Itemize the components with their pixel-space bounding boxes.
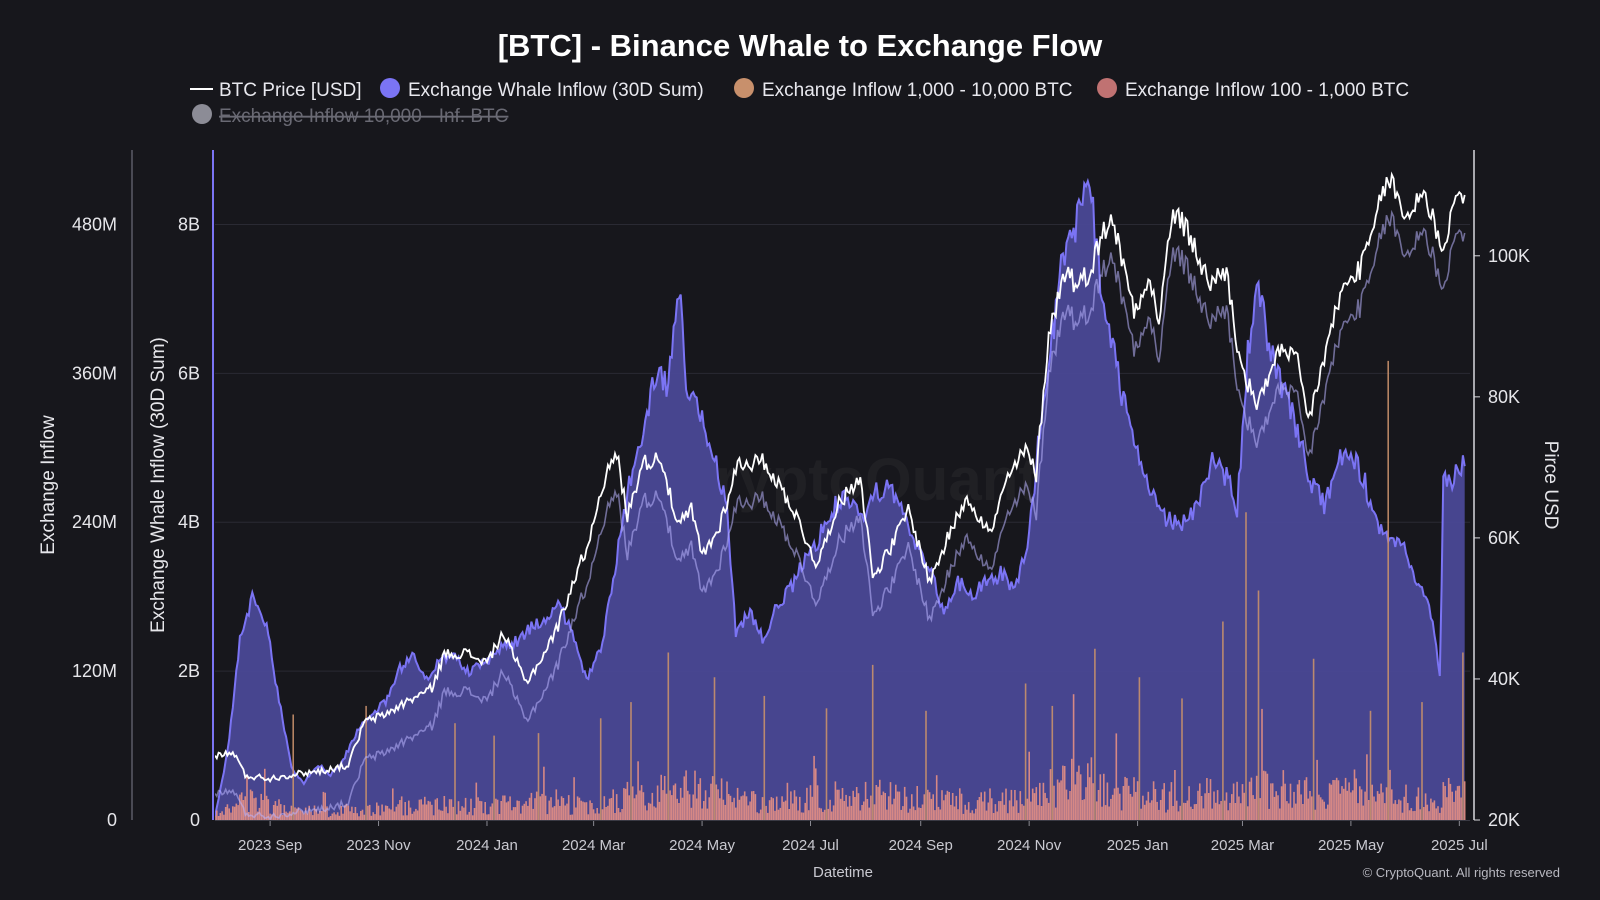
series-btc-price-line xyxy=(215,171,1466,784)
y-tick-whale: 2B xyxy=(178,661,200,681)
legend: BTC Price [USD] Exchange Whale Inflow (3… xyxy=(190,78,1409,127)
legend-item-btc-price[interactable]: BTC Price [USD] xyxy=(190,80,362,101)
legend-item-inflow-100-1000[interactable]: Exchange Inflow 100 - 1,000 BTC xyxy=(1097,78,1409,101)
y-tick-price: 40K xyxy=(1488,669,1520,689)
legend-label-btc-price: BTC Price [USD] xyxy=(219,80,362,101)
series-whale-inflow-line xyxy=(215,177,1466,817)
legend-item-whale-inflow[interactable]: Exchange Whale Inflow (30D Sum) xyxy=(380,78,704,101)
y-tick-inflow: 240M xyxy=(72,512,117,532)
series-price-shadow-line xyxy=(215,209,1466,820)
inflow-bars xyxy=(215,360,1466,820)
y-tick-price: 100K xyxy=(1488,246,1530,266)
y-tick-whale: 4B xyxy=(178,512,200,532)
series-whale-inflow-area xyxy=(215,181,1465,820)
y-tick-whale: 8B xyxy=(178,214,200,234)
y-tick-whale: 0 xyxy=(190,810,200,830)
legend-dot-marker xyxy=(734,78,754,98)
axis-ticks: 0 2B 4B 6B 8B 0 120M 240M 360M 480M 20K 40K 60K 80K 10… xyxy=(72,214,1530,854)
x-tick-label: 2025 Jul xyxy=(1431,837,1488,854)
y-axis-title-inflow: Exchange Inflow xyxy=(38,415,59,555)
x-tick-label: 2024 Mar xyxy=(562,837,625,854)
y-tick-inflow: 120M xyxy=(72,661,117,681)
x-tick-label: 2025 Jan xyxy=(1107,837,1169,854)
y-tick-inflow: 0 xyxy=(107,810,117,830)
legend-dot-marker xyxy=(192,104,212,124)
x-tick-label: 2025 Mar xyxy=(1211,837,1274,854)
x-tick-label: 2024 Sep xyxy=(889,837,953,854)
legend-label-inflow-1000-10000: Exchange Inflow 1,000 - 10,000 BTC xyxy=(762,80,1073,101)
x-tick-label: 2023 Sep xyxy=(238,837,302,854)
y-axis-title-whale: Exchange Whale Inflow (30D Sum) xyxy=(148,337,169,633)
y-tick-price: 20K xyxy=(1488,810,1520,830)
legend-label-inflow-10000-inf: Exchange Inflow 10,000 - Inf. BTC xyxy=(219,106,508,127)
y-tick-inflow: 360M xyxy=(72,363,117,383)
x-tick-label: 2024 May xyxy=(669,837,735,854)
price-lines xyxy=(215,171,1466,820)
x-tick-label: 2024 Jul xyxy=(782,837,839,854)
y-tick-price: 60K xyxy=(1488,528,1520,548)
legend-dot-marker xyxy=(1097,78,1117,98)
chart-title: [BTC] - Binance Whale to Exchange Flow xyxy=(498,28,1103,63)
y-tick-whale: 6B xyxy=(178,363,200,383)
x-tick-label: 2023 Nov xyxy=(346,837,411,854)
legend-dot-marker xyxy=(380,78,400,98)
legend-label-whale-inflow: Exchange Whale Inflow (30D Sum) xyxy=(408,80,704,101)
x-axis-title: Datetime xyxy=(813,864,873,881)
x-tick-label: 2024 Nov xyxy=(997,837,1062,854)
y-axis-title-price: Pirce USD xyxy=(1540,441,1561,530)
y-tick-inflow: 480M xyxy=(72,214,117,234)
copyright-credit: © CryptoQuant. All rights reserved xyxy=(1363,865,1560,880)
x-tick-label: 2025 May xyxy=(1318,837,1384,854)
legend-item-inflow-10000-inf[interactable]: Exchange Inflow 10,000 - Inf. BTC xyxy=(192,104,508,127)
plot-area xyxy=(215,177,1466,820)
legend-label-inflow-100-1000: Exchange Inflow 100 - 1,000 BTC xyxy=(1125,80,1409,101)
x-tick-label: 2024 Jan xyxy=(456,837,518,854)
legend-item-inflow-1000-10000[interactable]: Exchange Inflow 1,000 - 10,000 BTC xyxy=(734,78,1073,101)
y-tick-price: 80K xyxy=(1488,387,1520,407)
